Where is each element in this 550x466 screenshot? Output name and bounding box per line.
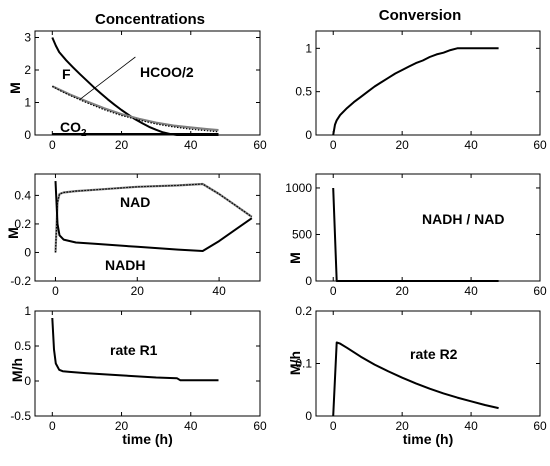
series-line-rate-r1 <box>51 317 219 382</box>
panel-p2: 0 20 40 60 0 0.5 1 <box>295 30 547 152</box>
annotation-subscript: 2 <box>81 128 87 139</box>
series-line-nad-dotted <box>54 183 253 253</box>
annotation-label: rate R1 <box>110 342 158 358</box>
x-tick-label: 60 <box>253 138 267 152</box>
y-tick-label: 2 <box>24 63 31 77</box>
x-tick-label: 0 <box>52 284 59 298</box>
y-tick-label: -0.5 <box>10 409 31 423</box>
panel-p4: 0 20 40 60 0 500 1000 M NADH / NAD <box>285 173 547 298</box>
y-tick-label: 0 <box>305 409 312 423</box>
y-tick-label: -0.2 <box>10 274 31 288</box>
y-tick-label: 0.4 <box>14 188 31 202</box>
y-tick-label: 0.5 <box>295 85 312 99</box>
x-tick-label: 40 <box>212 284 226 298</box>
axes-frame <box>34 173 261 282</box>
x-tick-label: 60 <box>253 419 267 433</box>
panel-p1: 0 20 40 60 0 1 2 3 M F HCOO/2 CO2 <box>7 30 267 152</box>
title-conversion: Conversion <box>379 7 462 24</box>
x-tick-label: 0 <box>330 284 337 298</box>
series-line-conversion <box>332 47 499 136</box>
y-tick-label: 1 <box>305 41 312 55</box>
x-tick-label: 40 <box>184 419 198 433</box>
x-tick-label: 60 <box>533 419 547 433</box>
y-axis-label: M <box>5 227 21 239</box>
x-axis-label: time (h) <box>122 431 173 447</box>
series-line-label-leader <box>79 56 136 100</box>
x-tick-label: 0 <box>330 419 337 433</box>
title-concentrations: Concentrations <box>95 11 205 28</box>
series-line-f <box>51 37 219 136</box>
y-tick-label: 0.1 <box>295 357 312 371</box>
x-tick-label: 40 <box>464 284 478 298</box>
axes-frame <box>34 310 261 417</box>
y-tick-label: 0 <box>24 245 31 259</box>
panel-p5: 0 20 40 60 -0.5 0 0.5 1 M/h time (h) rate R1 <box>9 304 267 447</box>
y-axis-label: M <box>7 82 23 94</box>
y-tick-label: 0.2 <box>14 217 31 231</box>
y-tick-label: 0 <box>305 274 312 288</box>
y-tick-label: 0 <box>305 128 312 142</box>
annotation-label: NAD <box>120 194 150 210</box>
series-line-rate-r2 <box>332 341 499 417</box>
axes-frame <box>315 30 541 136</box>
annotation-label: NADH / NAD <box>422 211 504 227</box>
y-tick-label: 1 <box>24 304 31 318</box>
annotation-label: CO2 <box>60 119 87 139</box>
x-tick-label: 20 <box>395 419 409 433</box>
panel-p3: 0 20 40 -0.2 0 0.2 0.4 M NAD NADH <box>5 173 261 298</box>
x-axis-label: time (h) <box>403 431 454 447</box>
annotation-label: HCOO/2 <box>140 64 194 80</box>
x-tick-label: 20 <box>115 138 129 152</box>
x-tick-label: 60 <box>533 284 547 298</box>
axes-frame <box>315 310 541 417</box>
y-axis-label: M/h <box>9 358 25 382</box>
x-tick-label: 40 <box>464 138 478 152</box>
y-tick-label: 0 <box>24 374 31 388</box>
annotation-label: NADH <box>105 257 145 273</box>
axes-frame <box>315 173 541 282</box>
x-tick-label: 20 <box>131 284 145 298</box>
panel-p6: 0 20 40 60 0 0.1 0.2 M/h time (h) rate R2 <box>287 304 547 447</box>
x-tick-label: 0 <box>49 419 56 433</box>
x-tick-label: 20 <box>395 138 409 152</box>
series-line-hcoo-2 <box>51 85 219 132</box>
series-line-nadh <box>54 181 253 252</box>
y-tick-label: 0.5 <box>14 339 31 353</box>
x-tick-label: 20 <box>395 284 409 298</box>
y-tick-label: 500 <box>292 227 312 241</box>
y-axis-label: M <box>287 252 303 264</box>
series-line-nadh-nad <box>332 187 499 282</box>
y-tick-label: 1 <box>24 96 31 110</box>
y-tick-label: 0 <box>24 128 31 142</box>
y-tick-label: 1000 <box>285 181 312 195</box>
x-tick-label: 40 <box>464 419 478 433</box>
y-axis-label: M/h <box>287 351 303 375</box>
x-tick-label: 0 <box>330 138 337 152</box>
x-tick-label: 60 <box>533 138 547 152</box>
y-tick-label: 0.2 <box>295 304 312 318</box>
y-tick-label: 3 <box>24 31 31 45</box>
x-tick-label: 20 <box>115 419 129 433</box>
x-tick-label: 40 <box>184 138 198 152</box>
annotation-label: F <box>62 66 71 82</box>
series-line-co2 <box>52 85 219 133</box>
annotation-label: rate R2 <box>410 346 458 362</box>
x-tick-label: 0 <box>49 138 56 152</box>
